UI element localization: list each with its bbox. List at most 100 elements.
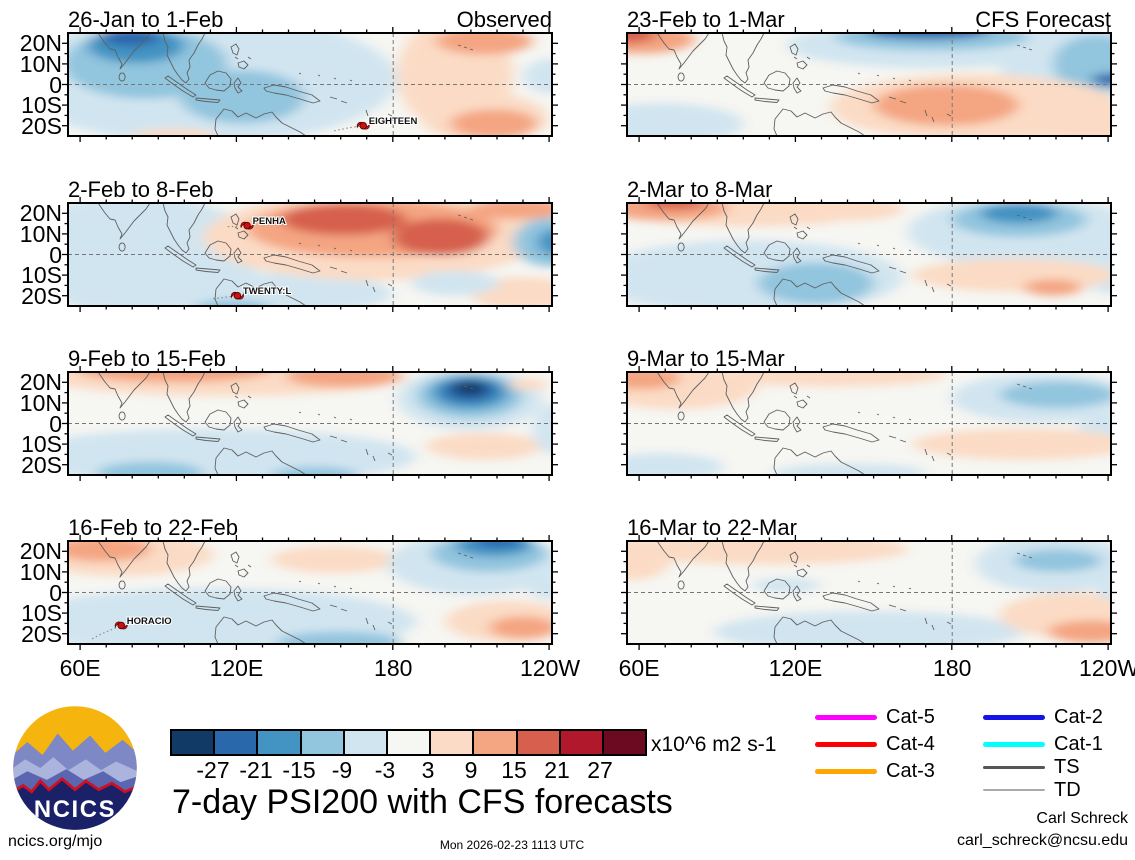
- legend-item: TD: [983, 779, 1081, 801]
- map-plot: PENHA TWENTY:L: [62, 197, 558, 312]
- storm-name-label: EIGHTEEN: [369, 116, 418, 127]
- storm-name-label: TWENTY:L: [243, 286, 292, 297]
- panel-date-range: 26-Jan to 1-Feb: [68, 7, 224, 32]
- map-panel-2: 23-Feb to 1-Mar CFS Forecast: [621, 5, 1117, 142]
- panel-title-row: 9-Feb to 15-Feb: [68, 344, 552, 371]
- lon-tick-label: 180: [933, 655, 972, 681]
- timestamp: Mon 2026-02-23 1113 UTC: [439, 838, 585, 852]
- legend-item: Cat-4: [815, 733, 935, 755]
- lat-tick-label: 20S: [21, 620, 62, 647]
- lat-tick-label: 20N: [19, 30, 62, 57]
- lon-tick-label: 120W: [1079, 655, 1135, 681]
- panel-date-range: 16-Feb to 22-Feb: [68, 515, 238, 540]
- logo-text: NCICS: [34, 796, 116, 823]
- legend-line-swatch: [815, 768, 877, 774]
- panel-date-range: 2-Feb to 8-Feb: [68, 177, 214, 202]
- colorbar-segment: [474, 731, 518, 754]
- map-panel-4: 2-Mar to 8-Mar: [621, 175, 1117, 312]
- map-plot: [621, 197, 1117, 312]
- lat-tick-label: 0: [49, 241, 62, 268]
- legend-line-swatch: [983, 789, 1045, 791]
- colorbar-segment: [301, 731, 345, 754]
- legend-item: Cat-2: [983, 706, 1103, 728]
- map-panel-1: 26-Jan to 1-Feb Observed EIGHTEEN: [62, 5, 558, 142]
- map-panel-7: 16-Feb to 22-Feb HORACIO: [62, 513, 558, 650]
- lon-tick-label: 60E: [618, 655, 660, 681]
- colorbar-tick-label: 21: [544, 757, 570, 783]
- coastlines: [656, 372, 1033, 475]
- lat-tick-label: 10N: [19, 389, 62, 416]
- colorbar-segment: [172, 731, 216, 754]
- lat-tick-label: 20S: [21, 451, 62, 478]
- colorbar-segment: [603, 731, 646, 754]
- colorbar-tick-label: 15: [501, 757, 527, 783]
- lat-tick-label: 20N: [19, 538, 62, 565]
- colorbar-segment: [215, 731, 259, 754]
- legend-line-swatch: [815, 714, 877, 720]
- storm-marker: EIGHTEEN: [356, 115, 418, 130]
- legend-line-swatch: [983, 714, 1045, 720]
- panel-title-row: 9-Mar to 15-Mar: [627, 344, 1111, 371]
- legend-item: TS: [983, 756, 1080, 778]
- lat-tick-label: 0: [49, 71, 62, 98]
- colorbar-tick-label: 3: [421, 757, 435, 783]
- colorbar-tick-label: -3: [374, 757, 396, 783]
- coastlines: [97, 541, 474, 644]
- legend-line-swatch: [983, 741, 1045, 747]
- panel-title-row: 23-Feb to 1-Mar CFS Forecast: [627, 5, 1111, 32]
- site-url: ncics.org/mjo: [8, 833, 103, 850]
- panel-source-label: CFS Forecast: [975, 7, 1111, 32]
- colorbar-segment: [387, 731, 432, 754]
- colorbar-segment: [560, 731, 604, 754]
- lon-tick-label: 120E: [768, 655, 823, 681]
- ncics-logo: NCICS: [13, 706, 137, 830]
- logo-red-ridge: [13, 777, 137, 796]
- colorbar: [170, 729, 647, 756]
- storm-track: [334, 125, 364, 132]
- colorbar-segment: [258, 731, 302, 754]
- legend-line-swatch: [983, 765, 1045, 769]
- lat-tick-label: 20S: [21, 112, 62, 139]
- coastlines: [656, 33, 1033, 136]
- anomaly-field: [68, 33, 552, 136]
- panel-title-row: 2-Feb to 8-Feb: [68, 175, 552, 202]
- coastlines: [656, 203, 1033, 306]
- anomaly-field: [627, 33, 1111, 136]
- colorbar-tick-label: -9: [331, 757, 353, 783]
- panel-date-range: 9-Mar to 15-Mar: [627, 346, 785, 371]
- legend-label: Cat-3: [886, 760, 935, 782]
- colorbar-tick-label: 9: [464, 757, 478, 783]
- legend-line-swatch: [815, 741, 877, 747]
- panel-title-row: 16-Mar to 22-Mar: [627, 513, 1111, 540]
- storm-track: [227, 225, 248, 228]
- panel-date-range: 2-Mar to 8-Mar: [627, 177, 773, 202]
- legend-label: TD: [1054, 779, 1081, 801]
- anomaly-field: [68, 372, 552, 475]
- credit-email: carl_schreck@ncsu.edu: [957, 832, 1128, 849]
- lat-tick-label: 0: [49, 579, 62, 606]
- map-plot: [621, 27, 1117, 142]
- map-plot: [62, 366, 558, 481]
- panel-date-range: 9-Feb to 15-Feb: [68, 346, 226, 371]
- legend-item: Cat-3: [815, 760, 935, 782]
- lon-tick-label: 180: [374, 655, 413, 681]
- storm-name-label: PENHA: [253, 216, 286, 227]
- map-panel-6: 9-Mar to 15-Mar: [621, 344, 1117, 481]
- lat-tick-label: 10N: [19, 558, 62, 585]
- colorbar-segment: [344, 731, 388, 754]
- lat-tick-label: 20N: [19, 369, 62, 396]
- storm-marker: HORACIO: [114, 615, 173, 630]
- colorbar-segment: [517, 731, 561, 754]
- panel-date-range: 16-Mar to 22-Mar: [627, 515, 797, 540]
- colorbar-tick-label: -27: [196, 757, 230, 783]
- panel-date-range: 23-Feb to 1-Mar: [627, 7, 785, 32]
- map-panel-3: 2-Feb to 8-Feb PENHA: [62, 175, 558, 312]
- panel-title-row: 2-Mar to 8-Mar: [627, 175, 1111, 202]
- storm-track: [91, 624, 122, 640]
- lon-tick-label: 60E: [59, 655, 101, 681]
- units-label: x10^6 m2 s-1: [651, 733, 777, 756]
- map-plot: [621, 535, 1117, 650]
- panel-source-label: Observed: [456, 7, 552, 32]
- colorbar-tick-label: -15: [282, 757, 316, 783]
